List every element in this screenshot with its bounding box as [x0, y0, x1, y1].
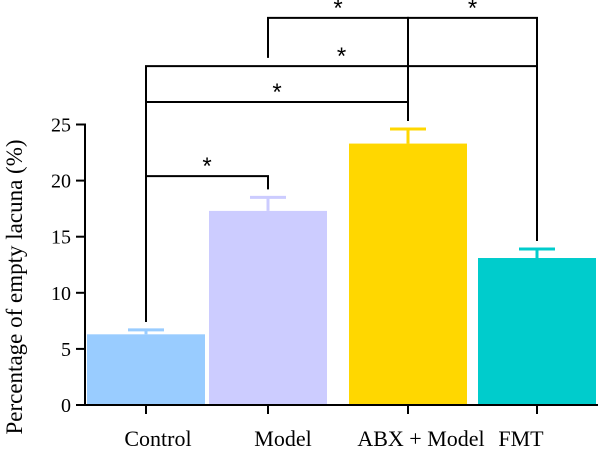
y-tick-label-2: 10	[51, 283, 71, 305]
significance-label-2: *	[337, 43, 346, 70]
plot-area: 0 5 10 15 20 25 Control Model ABX + Model FMT * * * *…	[51, 0, 598, 451]
significance-label-1: *	[272, 79, 281, 106]
y-tick-label-0: 0	[61, 395, 71, 417]
x-tick-label-1: Model	[254, 426, 311, 451]
bar-1	[209, 210, 327, 405]
x-tick-label-2: ABX + Model	[357, 426, 484, 451]
y-axis-label: Percentage of empty lacuna (%)	[2, 139, 27, 434]
x-tick-label-3: FMT	[498, 426, 544, 451]
y-tick-label-1: 5	[61, 339, 71, 361]
bar-0	[87, 334, 205, 405]
y-tick-label-3: 15	[51, 227, 71, 249]
bar-3	[478, 258, 596, 405]
x-tick-label-0: Control	[124, 426, 191, 451]
y-tick-label-5: 25	[51, 115, 71, 137]
significance-label-3: *	[333, 0, 342, 22]
bar-2	[349, 143, 467, 405]
significance-bracket-3	[267, 16, 409, 121]
y-tick-label-4: 20	[51, 171, 71, 193]
significance-label-4: *	[468, 0, 477, 22]
significance-label-0: *	[202, 153, 211, 180]
significance-bracket-4	[407, 16, 538, 242]
